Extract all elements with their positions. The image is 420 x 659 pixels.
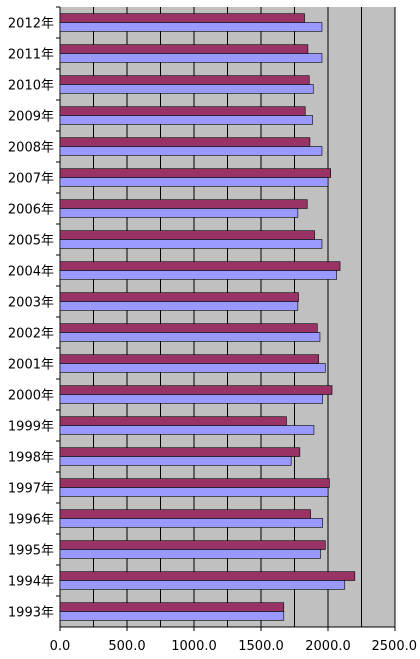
x-tick-label-1000.0: 1000.0 xyxy=(171,639,217,654)
bar-1993年-series-2 xyxy=(59,611,285,621)
x-tick-label-0.0: 0.0 xyxy=(50,639,71,654)
bar-1996年-series-1 xyxy=(59,509,311,519)
bar-2009年-series-2 xyxy=(59,115,313,125)
bar-2003年-series-1 xyxy=(59,292,299,302)
bar-2011年-series-1 xyxy=(59,44,309,54)
bar-2012年-series-2 xyxy=(59,22,323,32)
bar-2011年-series-2 xyxy=(59,53,323,63)
bar-2010年-series-1 xyxy=(59,75,310,85)
bar-2005年-series-1 xyxy=(59,230,315,240)
bar-2001年-series-1 xyxy=(59,354,319,364)
bar-1995年-series-1 xyxy=(59,540,326,550)
category-label-2012年: 2012年 xyxy=(8,17,54,32)
bar-2001年-series-2 xyxy=(59,363,326,373)
bar-2005年-series-2 xyxy=(59,239,323,249)
category-label-2010年: 2010年 xyxy=(8,79,54,94)
bar-1998年-series-2 xyxy=(59,456,292,466)
category-label-2000年: 2000年 xyxy=(8,389,54,404)
plot-area xyxy=(59,7,396,628)
category-label-2011年: 2011年 xyxy=(8,48,54,63)
category-label-1999年: 1999年 xyxy=(8,420,54,435)
category-label-1997年: 1997年 xyxy=(8,482,54,497)
bar-2002年-series-2 xyxy=(59,332,321,342)
bars xyxy=(59,13,356,621)
bar-2012年-series-1 xyxy=(59,13,305,23)
bar-1994年-series-1 xyxy=(59,571,356,581)
bar-2010年-series-2 xyxy=(59,84,314,94)
bar-2007年-series-2 xyxy=(59,177,329,187)
x-axis-tick-labels: 0.0 500.0 1000.0 1500.0 2000.0 2500.0 xyxy=(50,627,417,654)
category-label-1996年: 1996年 xyxy=(8,513,54,528)
bar-2009年-series-1 xyxy=(59,106,306,116)
bar-1996年-series-2 xyxy=(59,518,323,528)
bar-2006年-series-1 xyxy=(59,199,308,209)
bar-1999年-series-1 xyxy=(59,416,287,426)
x-tick-label-2500.0: 2500.0 xyxy=(372,639,418,654)
category-label-2002年: 2002年 xyxy=(8,327,54,342)
category-label-2009年: 2009年 xyxy=(8,110,54,125)
category-label-2007年: 2007年 xyxy=(8,172,54,187)
category-label-2004年: 2004年 xyxy=(8,265,54,280)
bar-1994年-series-2 xyxy=(59,580,346,590)
bar-2008年-series-2 xyxy=(59,146,323,156)
category-labels: 2012年 2011年 2010年 2009年 2008年 2007年 2006年 2005年… xyxy=(8,6,60,621)
bar-2004年-series-1 xyxy=(59,261,341,271)
category-label-2003年: 2003年 xyxy=(8,296,54,311)
category-label-2001年: 2001年 xyxy=(8,358,54,373)
category-label-1995年: 1995年 xyxy=(8,544,54,559)
bar-2007年-series-1 xyxy=(59,168,331,178)
bar-1995年-series-2 xyxy=(59,549,321,559)
category-label-1994年: 1994年 xyxy=(8,575,54,590)
bar-1999年-series-2 xyxy=(59,425,315,435)
category-label-1993年: 1993年 xyxy=(8,606,54,621)
x-tick-label-500.0: 500.0 xyxy=(108,639,145,654)
category-label-2005年: 2005年 xyxy=(8,234,54,249)
bar-2004年-series-2 xyxy=(59,270,338,280)
category-label-2008年: 2008年 xyxy=(8,141,54,156)
bar-2000年-series-1 xyxy=(59,385,333,395)
bar-2000年-series-2 xyxy=(59,394,323,404)
bar-1998年-series-1 xyxy=(59,447,301,457)
bar-2002年-series-1 xyxy=(59,323,318,333)
category-label-2006年: 2006年 xyxy=(8,203,54,218)
bar-2006年-series-2 xyxy=(59,208,299,218)
x-tick-label-2000.0: 2000.0 xyxy=(305,639,351,654)
bar-2003年-series-2 xyxy=(59,301,299,311)
bar-1997年-series-2 xyxy=(59,487,329,497)
x-tick-label-1500.0: 1500.0 xyxy=(238,639,284,654)
bar-1993年-series-1 xyxy=(59,602,285,612)
bar-1997年-series-1 xyxy=(59,478,330,488)
bar-2008年-series-1 xyxy=(59,137,311,147)
category-label-1998年: 1998年 xyxy=(8,451,54,466)
